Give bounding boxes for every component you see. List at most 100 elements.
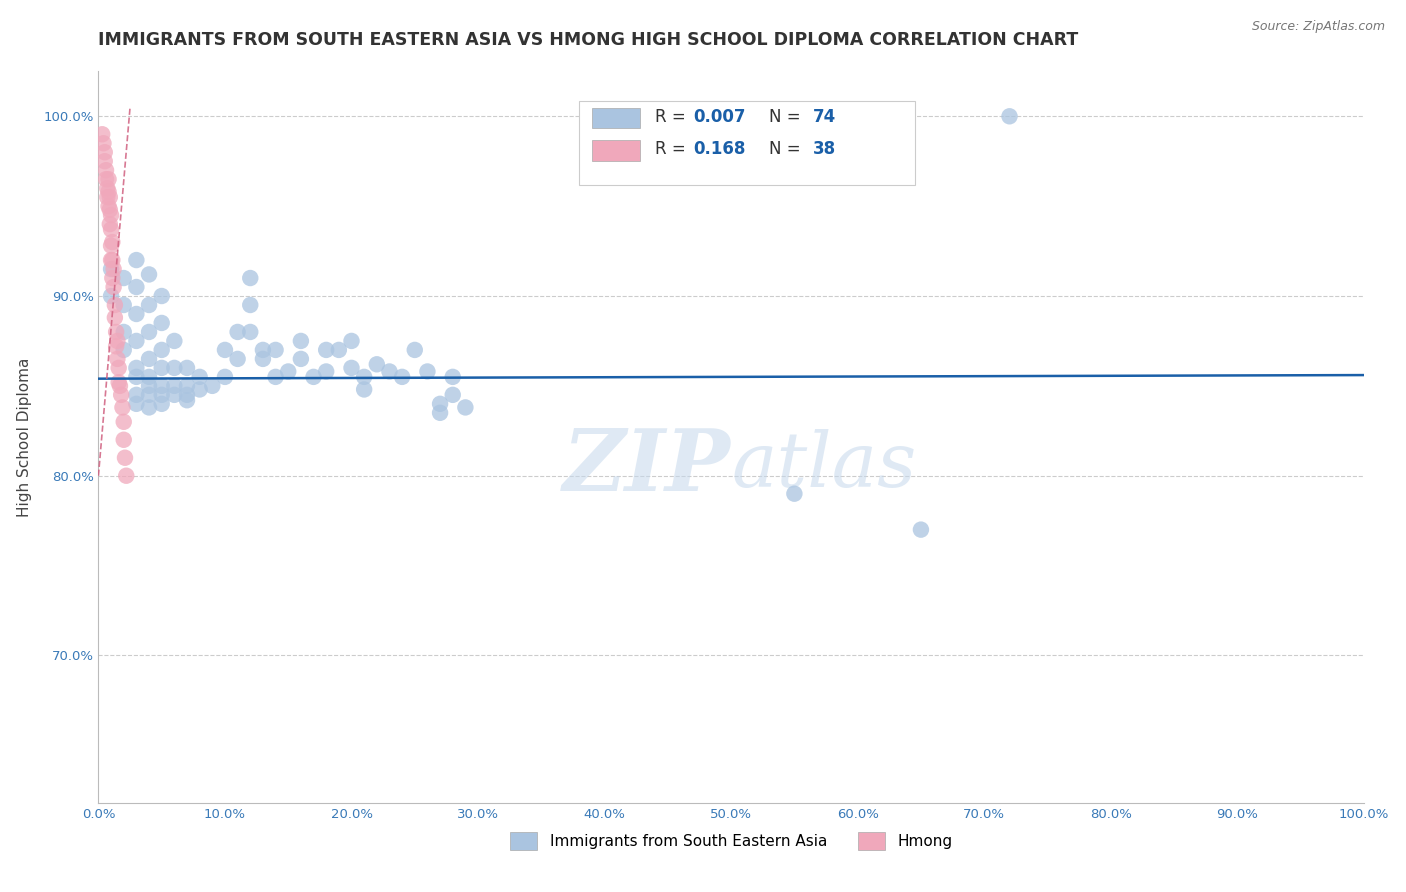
- FancyBboxPatch shape: [592, 140, 640, 161]
- Y-axis label: High School Diploma: High School Diploma: [17, 358, 32, 516]
- Point: [114, 450, 136, 465]
- Text: R =: R =: [655, 108, 692, 126]
- Point: [176, 393, 198, 408]
- Point: [100, 222, 122, 236]
- Legend: Immigrants from South Eastern Asia, Hmong: Immigrants from South Eastern Asia, Hmon…: [502, 824, 960, 857]
- Point: [441, 370, 464, 384]
- Point: [101, 253, 124, 268]
- Point: [176, 379, 198, 393]
- Point: [353, 383, 375, 397]
- Point: [239, 298, 262, 312]
- Point: [138, 325, 160, 339]
- Point: [96, 181, 118, 195]
- Point: [93, 145, 117, 160]
- Point: [429, 406, 451, 420]
- Point: [125, 334, 148, 348]
- Text: Source: ZipAtlas.com: Source: ZipAtlas.com: [1251, 20, 1385, 33]
- Point: [340, 360, 363, 375]
- Point: [125, 370, 148, 384]
- Point: [340, 334, 363, 348]
- Point: [97, 172, 120, 186]
- Point: [93, 136, 115, 151]
- Point: [176, 360, 198, 375]
- Point: [94, 163, 117, 178]
- Point: [910, 523, 932, 537]
- Point: [107, 360, 129, 375]
- Point: [100, 262, 122, 277]
- Point: [94, 172, 117, 186]
- Point: [93, 154, 117, 169]
- Point: [98, 190, 121, 204]
- Text: 38: 38: [813, 140, 837, 158]
- Point: [150, 316, 173, 330]
- Point: [125, 388, 148, 402]
- Point: [96, 190, 118, 204]
- Point: [226, 325, 249, 339]
- Point: [125, 253, 148, 268]
- Point: [239, 271, 262, 285]
- Point: [353, 370, 375, 384]
- Text: atlas: atlas: [731, 429, 917, 503]
- Point: [138, 379, 160, 393]
- Point: [107, 376, 129, 390]
- Point: [328, 343, 350, 357]
- Point: [98, 217, 121, 231]
- Point: [100, 289, 122, 303]
- Point: [277, 364, 299, 378]
- Point: [252, 351, 274, 366]
- Point: [441, 388, 464, 402]
- Point: [112, 415, 135, 429]
- Point: [404, 343, 426, 357]
- Point: [138, 298, 160, 312]
- Point: [100, 238, 122, 252]
- Point: [252, 343, 274, 357]
- Point: [138, 388, 160, 402]
- Point: [108, 379, 131, 393]
- FancyBboxPatch shape: [579, 101, 914, 185]
- Point: [214, 343, 236, 357]
- Point: [429, 397, 451, 411]
- Point: [150, 379, 173, 393]
- Point: [150, 397, 173, 411]
- Point: [112, 298, 135, 312]
- Point: [416, 364, 439, 378]
- Point: [998, 109, 1021, 123]
- Point: [112, 343, 135, 357]
- FancyBboxPatch shape: [592, 108, 640, 128]
- Point: [125, 360, 148, 375]
- Point: [163, 379, 186, 393]
- Point: [138, 370, 160, 384]
- Point: [150, 360, 173, 375]
- Point: [104, 298, 127, 312]
- Point: [125, 397, 148, 411]
- Text: R =: R =: [655, 140, 696, 158]
- Text: 0.007: 0.007: [693, 108, 745, 126]
- Point: [107, 351, 129, 366]
- Point: [100, 253, 122, 268]
- Point: [150, 343, 173, 357]
- Point: [100, 208, 122, 222]
- Text: N =: N =: [769, 140, 806, 158]
- Point: [315, 364, 337, 378]
- Point: [103, 280, 125, 294]
- Point: [214, 370, 236, 384]
- Text: N =: N =: [769, 108, 806, 126]
- Point: [163, 360, 186, 375]
- Point: [163, 388, 186, 402]
- Point: [98, 202, 121, 217]
- Point: [188, 370, 211, 384]
- Point: [391, 370, 413, 384]
- Point: [125, 280, 148, 294]
- Point: [105, 339, 128, 353]
- Point: [103, 262, 125, 277]
- Point: [138, 268, 160, 282]
- Point: [105, 325, 128, 339]
- Point: [111, 401, 134, 415]
- Point: [264, 370, 287, 384]
- Point: [138, 351, 160, 366]
- Point: [91, 128, 114, 142]
- Point: [163, 334, 186, 348]
- Point: [201, 379, 224, 393]
- Text: ZIP: ZIP: [564, 425, 731, 508]
- Point: [188, 383, 211, 397]
